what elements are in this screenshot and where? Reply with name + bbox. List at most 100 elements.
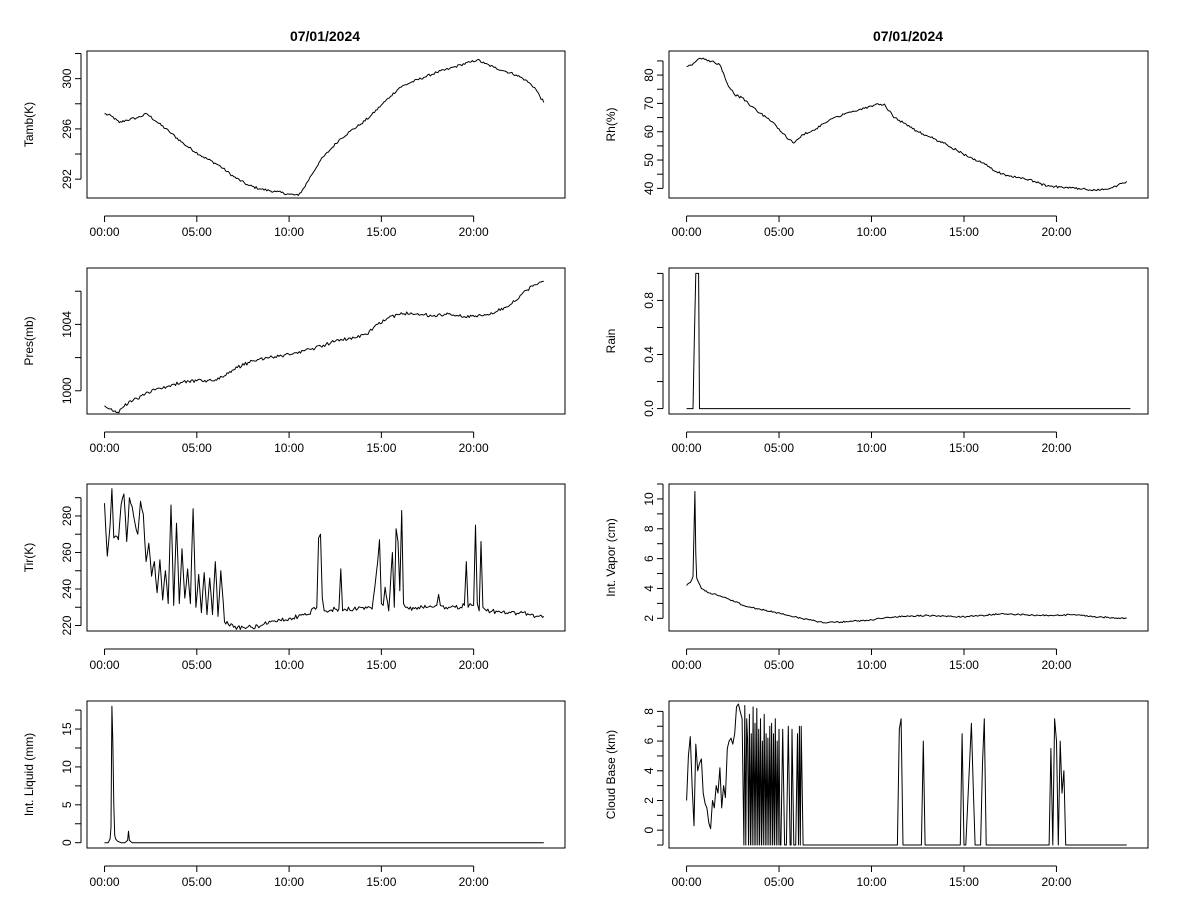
y-tick-label: 1004: [60, 311, 74, 338]
plot-frame: [86, 483, 566, 632]
y-tick-label: 2: [642, 615, 656, 622]
panel-right-row-2: 00:00 05:00 10:00 15:00 20:00 0.0 0.4 0.8 Rain: [604, 267, 1149, 455]
panel-left-row-3: 00:00 05:00 10:00 15:00 20:00 220 240 260 280 Tir…: [22, 483, 566, 672]
right-column-title: 07/01/2024: [873, 28, 943, 44]
y-axis-label: Rh(%): [604, 107, 618, 141]
data-series-line: [686, 57, 1128, 192]
y-tick-label: 0.8: [642, 292, 656, 309]
x-tick-label: 00:00: [90, 658, 120, 672]
panel-right-row-1: 00:00 05:00 10:00 15:00 20:00 40 50 60 70 80 Rh(%): [604, 50, 1149, 239]
x-tick-label: 20:00: [459, 658, 489, 672]
data-series-line: [104, 280, 544, 414]
plot-frame: [86, 50, 566, 199]
x-tick-label: 00:00: [90, 875, 120, 889]
y-tick-label: 80: [642, 68, 656, 82]
y-tick-label: 0.0: [642, 400, 656, 417]
y-tick-label: 296: [60, 119, 74, 139]
y-tick-label: 220: [60, 615, 74, 635]
y-tick-label: 10: [642, 492, 656, 506]
y-tick-label: 5: [60, 801, 74, 808]
x-tick-label: 05:00: [764, 658, 794, 672]
data-series-line: [686, 703, 1127, 846]
panel-right-row-3: 00:00 05:00 10:00 15:00 20:00 2 4 6 8 10 Int. Vapo…: [604, 483, 1149, 672]
x-tick-label: 20:00: [1041, 658, 1071, 672]
x-tick-label: 05:00: [182, 441, 212, 455]
y-tick-label: 4: [642, 767, 656, 774]
data-series-line: [104, 58, 545, 196]
x-tick-label: 20:00: [459, 225, 489, 239]
y-tick-label: 280: [60, 506, 74, 526]
x-tick-label: 10:00: [856, 658, 886, 672]
x-tick-label: 10:00: [856, 875, 886, 889]
panel-right-row-4: 00:00 05:00 10:00 15:00 20:00 0 2 4 6 8 Cloud Base…: [604, 700, 1149, 889]
x-tick-label: 20:00: [1041, 441, 1071, 455]
y-tick-label: 2: [642, 797, 656, 804]
x-tick-label: 10:00: [274, 875, 304, 889]
x-tick-label: 10:00: [856, 225, 886, 239]
x-tick-label: 15:00: [366, 441, 396, 455]
y-tick-label: 8: [642, 708, 656, 715]
y-tick-label: 1000: [60, 377, 74, 404]
x-tick-label: 15:00: [366, 875, 396, 889]
x-tick-label: 05:00: [182, 875, 212, 889]
x-tick-label: 15:00: [949, 441, 979, 455]
x-tick-label: 15:00: [949, 875, 979, 889]
plot-frame: [668, 483, 1149, 632]
x-tick-label: 15:00: [366, 225, 396, 239]
y-tick-label: 6: [642, 555, 656, 562]
x-tick-label: 20:00: [459, 875, 489, 889]
x-tick-label: 00:00: [90, 441, 120, 455]
plot-frame: [86, 700, 566, 849]
y-tick-label: 6: [642, 737, 656, 744]
plot-frame: [86, 267, 566, 415]
x-tick-label: 10:00: [274, 441, 304, 455]
y-tick-label: 292: [60, 169, 74, 189]
x-tick-label: 05:00: [182, 225, 212, 239]
y-tick-label: 0: [642, 827, 656, 834]
panel-left-row-4: 00:00 05:00 10:00 15:00 20:00 0 5 10 15 Int. Liqu…: [22, 700, 566, 889]
y-axis-label: Tir(K): [22, 543, 36, 573]
plot-frame: [668, 50, 1149, 199]
y-axis-label: Rain: [604, 329, 618, 354]
x-tick-label: 00:00: [672, 658, 702, 672]
y-axis-label: Int. Vapor (cm): [604, 518, 618, 596]
y-tick-label: 15: [60, 722, 74, 736]
panel-left-row-1: 00:00 05:00 10:00 15:00 20:00 292 296 300 Tamb(K…: [22, 50, 566, 239]
x-tick-label: 05:00: [764, 225, 794, 239]
x-tick-label: 10:00: [274, 225, 304, 239]
x-tick-label: 10:00: [274, 658, 304, 672]
x-tick-label: 00:00: [672, 441, 702, 455]
panels: 00:00 05:00 10:00 15:00 20:00 292 296 300 Tamb(K…: [22, 50, 1149, 889]
y-tick-label: 8: [642, 525, 656, 532]
y-tick-label: 10: [60, 760, 74, 774]
y-tick-label: 50: [642, 153, 656, 167]
plot-frame: [668, 700, 1149, 849]
left-column-title: 07/01/2024: [290, 28, 360, 44]
x-tick-label: 05:00: [182, 658, 212, 672]
data-series-line: [104, 488, 545, 630]
x-tick-label: 00:00: [90, 225, 120, 239]
y-tick-label: 60: [642, 125, 656, 139]
plot-frame: [668, 267, 1149, 415]
x-tick-label: 20:00: [1041, 225, 1071, 239]
x-tick-label: 05:00: [764, 875, 794, 889]
y-tick-label: 40: [642, 181, 656, 195]
y-axis-label: Pres(mb): [22, 316, 36, 365]
x-tick-label: 20:00: [1041, 875, 1071, 889]
y-axis-label: Int. Liquid (mm): [22, 733, 36, 816]
y-tick-label: 70: [642, 96, 656, 110]
x-tick-label: 15:00: [949, 658, 979, 672]
panel-left-row-2: 00:00 05:00 10:00 15:00 20:00 1000 1004 Pres(mb…: [22, 267, 566, 455]
y-tick-label: 0.4: [642, 346, 656, 363]
x-tick-label: 05:00: [764, 441, 794, 455]
y-axis-label: Cloud Base (km): [604, 730, 618, 819]
y-tick-label: 4: [642, 585, 656, 592]
data-series-line: [104, 705, 544, 844]
x-tick-label: 15:00: [949, 225, 979, 239]
data-series-line: [686, 272, 1131, 410]
x-tick-label: 00:00: [672, 225, 702, 239]
y-tick-label: 300: [60, 68, 74, 88]
y-tick-label: 0: [60, 839, 74, 846]
